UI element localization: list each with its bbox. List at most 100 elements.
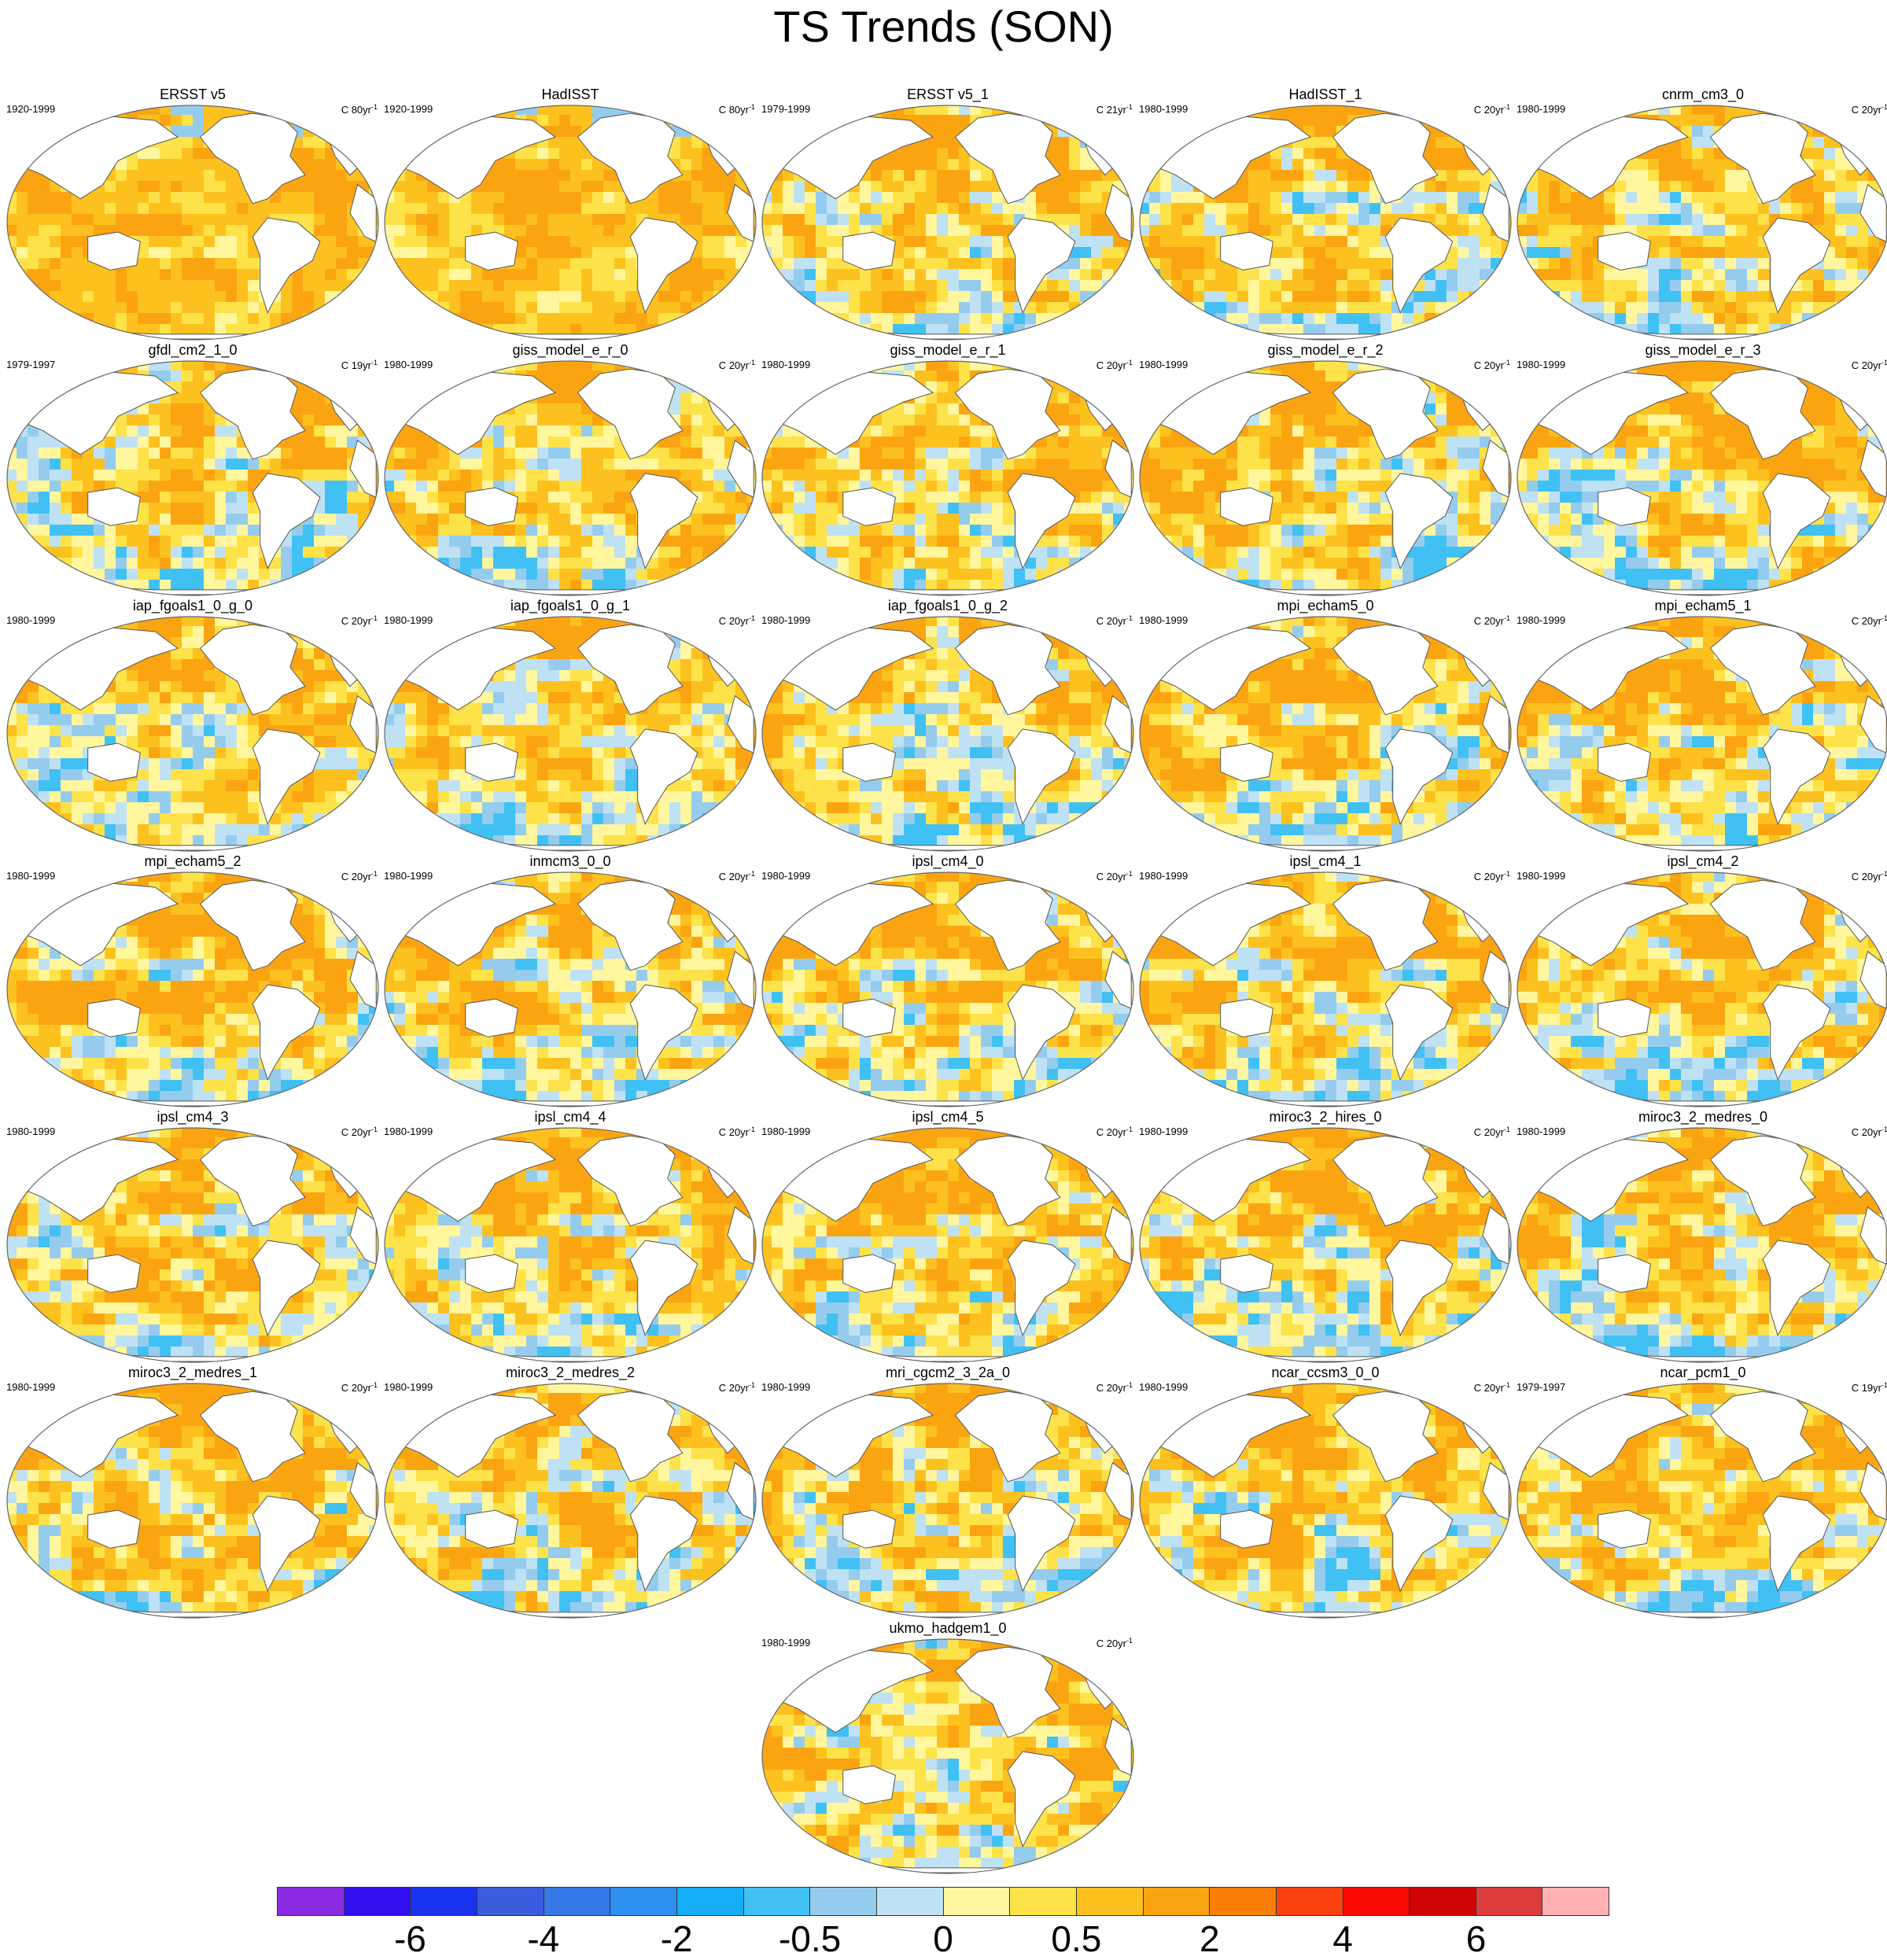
trend-unit-text: C 20yr xyxy=(1852,615,1881,627)
trend-map xyxy=(1517,105,1887,341)
colorbar xyxy=(277,1887,1609,1916)
trend-unit-exponent: -1 xyxy=(749,103,755,111)
panel-trend-unit: C 20yr-1 xyxy=(1474,1379,1510,1394)
trend-map xyxy=(1139,360,1512,596)
landmass xyxy=(87,1254,141,1293)
trend-unit-text: C 20yr xyxy=(1096,871,1126,882)
landmass xyxy=(349,1206,377,1265)
panel-title: ncar_pcm1_0 xyxy=(1515,1365,1887,1380)
colorbar-swatch xyxy=(1276,1888,1343,1915)
panel-trend-unit: C 20yr-1 xyxy=(1096,1379,1133,1394)
panel-period: 1979-1997 xyxy=(6,359,55,371)
colorbar-tick-label: -6 xyxy=(394,1919,426,1958)
panel-title: miroc3_2_medres_1 xyxy=(5,1365,381,1380)
map-panel: ipsl_cm4_5 1980-1999 C 20yr-1 xyxy=(760,1109,1136,1365)
trend-unit-text: C 20yr xyxy=(1096,1638,1126,1649)
panel-period: 1980-1999 xyxy=(1139,1381,1188,1394)
trend-unit-exponent: -1 xyxy=(1126,1637,1133,1645)
landmass xyxy=(87,742,141,782)
trend-unit-exponent: -1 xyxy=(371,614,378,622)
panel-title: ipsl_cm4_0 xyxy=(760,853,1136,869)
landmass xyxy=(1859,950,1887,1009)
landmass xyxy=(1104,183,1132,242)
colorbar-swatch xyxy=(477,1888,544,1915)
map-panel: miroc3_2_medres_1 1980-1999 C 20yr-1 xyxy=(5,1365,381,1620)
landmass xyxy=(252,217,321,315)
map-outline xyxy=(761,1638,1134,1874)
colorbar-labels: -6 -4 -2 -0.5 0 0.5 2 4 6 xyxy=(277,1919,1609,1958)
map-panel: mpi_echam5_2 1980-1999 C 20yr-1 xyxy=(5,853,381,1109)
trend-unit-text: C 20yr xyxy=(341,871,371,882)
colorbar-tick-label: 0 xyxy=(933,1919,953,1958)
panel-trend-unit: C 20yr-1 xyxy=(341,1379,378,1394)
map-panel: ERSST v5 1920-1999 C 80yr-1 xyxy=(5,87,381,342)
colorbar-swatch xyxy=(610,1888,677,1915)
trend-unit-text: C 19yr xyxy=(1852,1382,1881,1394)
trend-unit-text: C 20yr xyxy=(719,1126,749,1138)
trend-unit-exponent: -1 xyxy=(1504,1381,1510,1389)
panel-period: 1980-1999 xyxy=(761,359,810,371)
colorbar-swatch xyxy=(676,1888,744,1915)
trend-unit-text: C 20yr xyxy=(1474,104,1504,116)
panel-title: ipsl_cm4_4 xyxy=(382,1109,758,1125)
map-outline xyxy=(6,871,379,1107)
map-outline xyxy=(1517,616,1887,852)
ocean-field xyxy=(7,617,378,851)
panel-period: 1980-1999 xyxy=(384,614,433,627)
landmass xyxy=(1598,742,1651,782)
panel-period: 1980-1999 xyxy=(6,1126,55,1138)
panel-period: 1980-1999 xyxy=(1517,614,1565,627)
trend-unit-exponent: -1 xyxy=(749,614,755,622)
landmass xyxy=(1859,1461,1887,1520)
landmass xyxy=(349,439,377,498)
panel-title: ERSST v5 xyxy=(5,87,381,102)
ocean-field xyxy=(1517,872,1887,1107)
trend-unit-text: C 20yr xyxy=(1474,615,1504,627)
panel-title: iap_fgoals1_0_g_1 xyxy=(382,598,758,613)
landmass xyxy=(1220,487,1273,526)
panel-trend-unit: C 20yr-1 xyxy=(1852,101,1887,116)
panel-trend-unit: C 20yr-1 xyxy=(1474,101,1510,116)
landmass xyxy=(727,439,754,498)
map-outline xyxy=(384,105,757,341)
landmass xyxy=(727,694,754,753)
map-outline xyxy=(384,1127,757,1363)
colorbar-swatch xyxy=(943,1888,1011,1915)
panel-trend-unit: C 20yr-1 xyxy=(719,1379,755,1394)
map-panel: miroc3_2_medres_2 1980-1999 C 20yr-1 xyxy=(382,1365,758,1620)
landmass xyxy=(465,1509,518,1549)
trend-unit-text: C 20yr xyxy=(1852,104,1881,116)
colorbar-tick-label: 0.5 xyxy=(1051,1919,1101,1958)
landmass xyxy=(1384,473,1454,570)
landmass xyxy=(1220,742,1273,782)
map-panel: miroc3_2_medres_0 1980-1999 C 20yr-1 xyxy=(1515,1109,1887,1365)
map-panel: iap_fgoals1_0_g_1 1980-1999 C 20yr-1 xyxy=(382,598,758,853)
trend-unit-text: C 20yr xyxy=(1096,1126,1126,1138)
landmass xyxy=(252,1495,321,1593)
trend-unit-exponent: -1 xyxy=(1881,359,1887,367)
map-panel: miroc3_2_hires_0 1980-1999 C 20yr-1 xyxy=(1137,1109,1513,1365)
trend-map xyxy=(6,360,379,596)
trend-map xyxy=(1517,1127,1887,1363)
trend-unit-exponent: -1 xyxy=(749,870,755,878)
landmass xyxy=(727,950,754,1009)
colorbar-swatch xyxy=(1143,1888,1211,1915)
trend-unit-exponent: -1 xyxy=(1504,359,1510,367)
trend-unit-text: C 20yr xyxy=(1852,1126,1881,1138)
map-outline xyxy=(384,871,757,1107)
ocean-field xyxy=(1140,1383,1511,1618)
panel-trend-unit: C 80yr-1 xyxy=(719,101,755,116)
landmass xyxy=(252,984,321,1081)
landmass xyxy=(1598,487,1651,526)
map-outline xyxy=(1139,1127,1512,1363)
panel-period: 1980-1999 xyxy=(1517,1126,1565,1138)
panel-trend-unit: C 20yr-1 xyxy=(719,868,755,883)
colorbar-swatch xyxy=(1010,1888,1077,1915)
panel-title: miroc3_2_medres_2 xyxy=(382,1365,758,1380)
panel-trend-unit: C 20yr-1 xyxy=(1852,1123,1887,1139)
landmass xyxy=(1859,439,1887,498)
panel-trend-unit: C 20yr-1 xyxy=(1474,356,1510,372)
map-panel: gfdl_cm2_1_0 1979-1997 C 19yr-1 xyxy=(5,342,381,598)
trend-map xyxy=(384,105,757,341)
trend-map xyxy=(1139,616,1512,852)
